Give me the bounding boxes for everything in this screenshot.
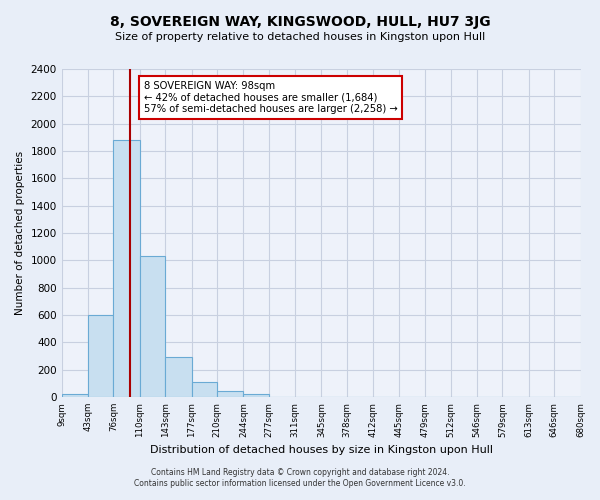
Bar [113,140,140,397]
X-axis label: Distribution of detached houses by size in Kingston upon Hull: Distribution of detached houses by size … [149,445,493,455]
Bar [244,394,269,397]
Text: Size of property relative to detached houses in Kingston upon Hull: Size of property relative to detached ho… [115,32,485,42]
Bar [217,391,244,397]
Bar [191,382,217,397]
Text: 8 SOVEREIGN WAY: 98sqm
← 42% of detached houses are smaller (1,684)
57% of semi-: 8 SOVEREIGN WAY: 98sqm ← 42% of detached… [143,82,397,114]
Text: Contains HM Land Registry data © Crown copyright and database right 2024.
Contai: Contains HM Land Registry data © Crown c… [134,468,466,487]
Text: 8, SOVEREIGN WAY, KINGSWOOD, HULL, HU7 3JG: 8, SOVEREIGN WAY, KINGSWOOD, HULL, HU7 3… [110,15,490,29]
Y-axis label: Number of detached properties: Number of detached properties [15,151,25,315]
Bar [62,394,88,397]
Bar [165,358,191,397]
Bar [88,315,113,397]
Bar [140,256,165,397]
